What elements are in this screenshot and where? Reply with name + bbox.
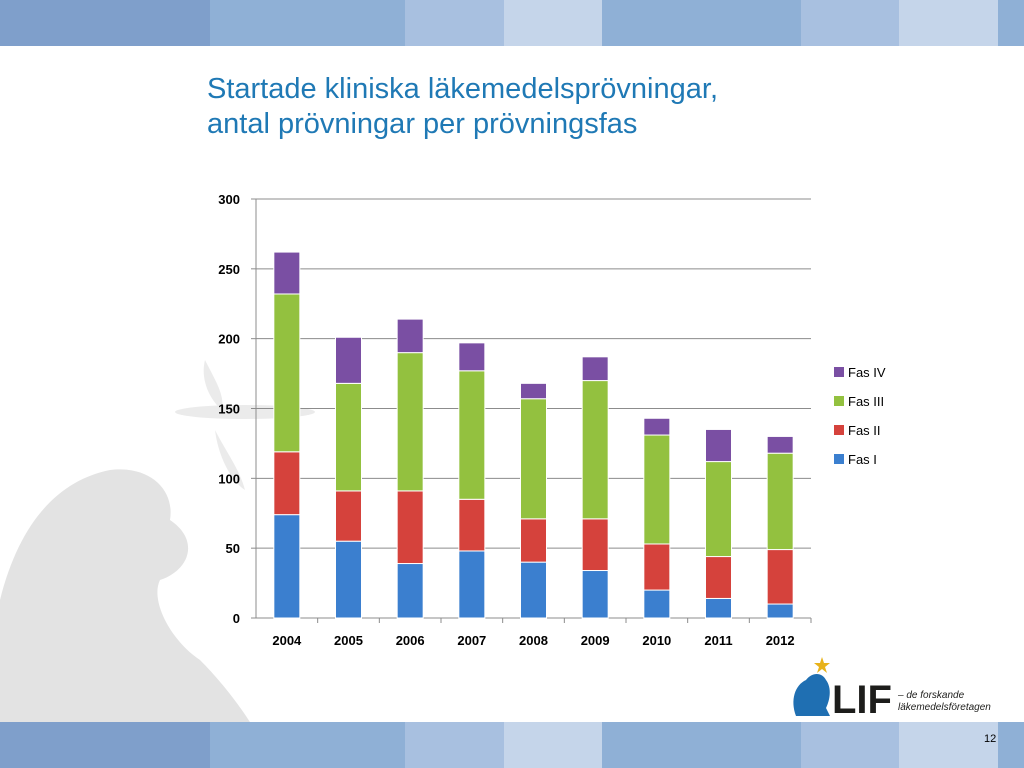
x-tick-label: 2005 bbox=[334, 633, 363, 648]
legend-swatch bbox=[834, 454, 844, 464]
slide-title-line-2: antal prövningar per prövningsfas bbox=[207, 108, 638, 140]
band-segment bbox=[899, 722, 998, 768]
top-color-band bbox=[0, 0, 1024, 46]
bar-segment-fas-i bbox=[273, 514, 301, 619]
bar-segment-fas-iv bbox=[273, 251, 301, 295]
band-segment bbox=[899, 0, 998, 46]
chart-legend: Fas IV Fas III Fas II Fas I bbox=[834, 365, 886, 467]
bar-segment-fas-iv bbox=[458, 342, 486, 372]
x-tick-label: 2011 bbox=[704, 633, 732, 648]
x-axis-tick-labels: 2004 2005 2006 2007 2008 2009 2010 2011 2012 bbox=[272, 633, 794, 648]
bar-segment-fas-i bbox=[335, 540, 362, 619]
band-segment bbox=[800, 722, 900, 768]
x-tick-label: 2009 bbox=[581, 633, 610, 648]
slide-title-line-1: Startade kliniska läkemedelsprövningar, bbox=[207, 73, 718, 105]
slide-title: Startade kliniska läkemedelsprövningar, … bbox=[207, 72, 847, 142]
y-axis-tick-labels: 0 50 100 150 200 250 300 bbox=[218, 192, 240, 626]
band-segment bbox=[997, 0, 1024, 46]
x-tick-label: 2006 bbox=[396, 633, 425, 648]
bar-segment-fas-iii bbox=[581, 380, 609, 520]
bar-segment-fas-ii bbox=[458, 498, 486, 552]
bar-segment-fas-i bbox=[705, 597, 732, 619]
lif-logo-wordmark: LIF bbox=[832, 678, 892, 722]
y-tick-label: 300 bbox=[218, 192, 240, 207]
chart-bars bbox=[273, 251, 794, 619]
band-segment bbox=[602, 722, 801, 768]
legend-swatch bbox=[834, 367, 844, 377]
bar-segment-fas-ii bbox=[273, 451, 301, 516]
bar-segment-fas-iii bbox=[643, 434, 671, 545]
bar-segment-fas-iv bbox=[335, 336, 362, 384]
band-segment bbox=[209, 722, 406, 768]
band-segment bbox=[209, 0, 406, 46]
bar-segment-fas-iii bbox=[458, 370, 486, 500]
bar-segment-fas-i bbox=[396, 563, 424, 619]
legend-label: Fas I bbox=[848, 452, 877, 467]
bar-segment-fas-iv bbox=[396, 318, 424, 354]
bottom-color-band bbox=[0, 722, 1024, 768]
bar-segment-fas-ii bbox=[705, 556, 732, 599]
bar-segment-fas-iii bbox=[705, 461, 732, 558]
bar-segment-fas-iv bbox=[766, 435, 794, 454]
band-segment bbox=[503, 0, 603, 46]
y-tick-label: 150 bbox=[218, 402, 240, 417]
lif-logo-figure-icon bbox=[793, 674, 830, 716]
y-tick-label: 0 bbox=[233, 611, 240, 626]
y-tick-label: 50 bbox=[226, 541, 240, 556]
x-tick-label: 2004 bbox=[272, 633, 302, 648]
band-segment bbox=[997, 722, 1024, 768]
band-segment bbox=[0, 0, 210, 46]
x-tick-label: 2008 bbox=[519, 633, 548, 648]
bar-segment-fas-i bbox=[766, 603, 794, 619]
bar-segment-fas-iii bbox=[766, 452, 794, 551]
band-segment bbox=[405, 0, 504, 46]
bar-segment-fas-iv bbox=[705, 428, 732, 463]
y-tick-label: 100 bbox=[218, 471, 240, 486]
band-segment bbox=[405, 722, 504, 768]
band-segment bbox=[503, 722, 603, 768]
legend-label: Fas II bbox=[848, 423, 881, 438]
bar-segment-fas-iv bbox=[520, 382, 547, 400]
bar-segment-fas-ii bbox=[520, 518, 547, 563]
legend-label: Fas III bbox=[848, 394, 884, 409]
bar-segment-fas-i bbox=[520, 561, 547, 619]
bar-segment-fas-ii bbox=[766, 549, 794, 605]
lif-tagline-line-2: läkemedelsföretagen bbox=[898, 702, 991, 713]
y-tick-label: 250 bbox=[218, 262, 240, 277]
bar-segment-fas-i bbox=[643, 589, 671, 619]
legend-swatch bbox=[834, 396, 844, 406]
bar-segment-fas-ii bbox=[643, 543, 671, 591]
bar-segment-fas-iii bbox=[335, 382, 362, 492]
bar-segment-fas-iv bbox=[643, 417, 671, 436]
lif-tagline: – de forskande läkemedelsföretagen bbox=[898, 690, 991, 714]
bar-segment-fas-ii bbox=[396, 490, 424, 565]
bar-segment-fas-ii bbox=[335, 490, 362, 542]
background-figure-watermark bbox=[0, 360, 315, 722]
x-tick-label: 2007 bbox=[457, 633, 486, 648]
x-tick-label: 2012 bbox=[766, 633, 795, 648]
band-segment bbox=[0, 722, 210, 768]
bar-segment-fas-i bbox=[458, 550, 486, 619]
bar-segment-fas-iii bbox=[520, 398, 547, 520]
lif-tagline-line-1: – de forskande bbox=[898, 690, 965, 701]
bar-segment-fas-i bbox=[581, 570, 609, 619]
bar-segment-fas-ii bbox=[581, 518, 609, 572]
lif-logo: LIF bbox=[793, 657, 892, 722]
lif-logo-star-icon bbox=[814, 657, 830, 673]
band-segment bbox=[602, 0, 801, 46]
bar-segment-fas-iii bbox=[396, 352, 424, 492]
legend-label: Fas IV bbox=[848, 365, 886, 380]
page-number: 12 bbox=[984, 733, 997, 745]
bar-segment-fas-iv bbox=[581, 356, 609, 382]
bar-segment-fas-iii bbox=[273, 293, 301, 453]
x-tick-label: 2010 bbox=[642, 633, 671, 648]
legend-swatch bbox=[834, 425, 844, 435]
y-tick-label: 200 bbox=[218, 332, 240, 347]
band-segment bbox=[800, 0, 900, 46]
